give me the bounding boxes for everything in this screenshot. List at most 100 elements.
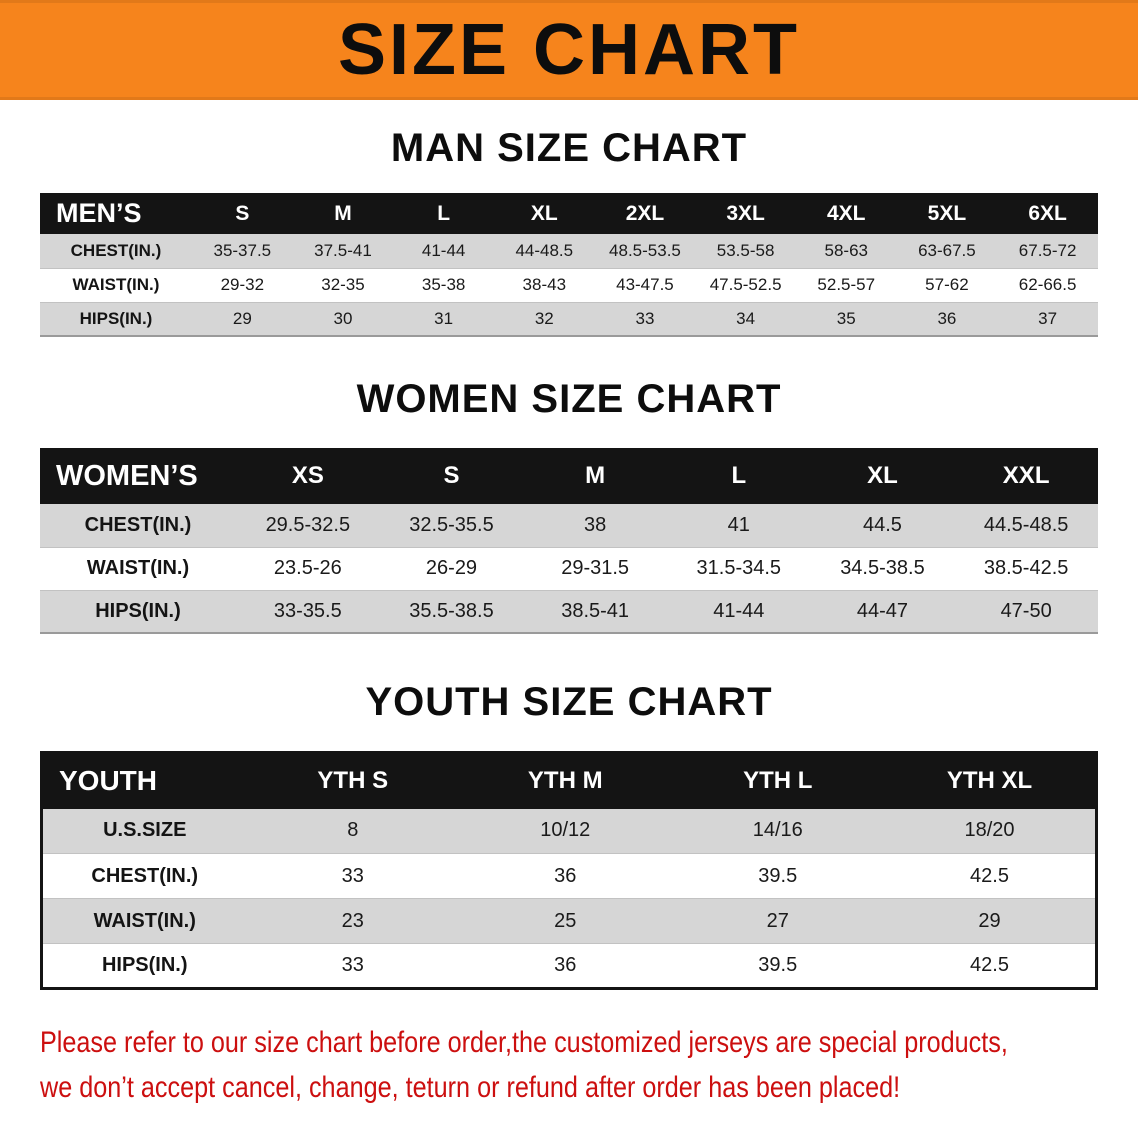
size-column-header: 6XL: [997, 193, 1098, 234]
men-section: MAN SIZE CHART MEN’S S M L XL 2XL 3XL 4XL 5XL 6XL…: [0, 126, 1138, 337]
table-row: HIPS(IN.) 29 30 31 32 33 34 35 36 37: [40, 302, 1098, 336]
size-column-header: XS: [236, 448, 380, 504]
cell-value: 38.5-41: [561, 599, 630, 622]
cell-value: 10/12: [540, 819, 591, 842]
row-label: HIPS(IN.): [79, 308, 153, 328]
size-column-header: YTH L: [671, 752, 884, 809]
cell-value: 38-43: [522, 275, 567, 294]
cell-value: 27: [766, 909, 789, 932]
cell-value: 33-35.5: [273, 599, 342, 622]
cell-value: 52.5-57: [817, 275, 876, 294]
cell-value: 47-50: [1000, 599, 1052, 622]
cell-value: 44-48.5: [515, 240, 574, 260]
cell-value: 35: [836, 308, 856, 328]
cell-value: 41: [727, 513, 750, 536]
cell-value: 43-47.5: [616, 275, 674, 294]
women-section-heading: WOMEN SIZE CHART: [356, 377, 782, 421]
cell-value: 31.5-34.5: [696, 557, 782, 579]
size-column-header: M: [523, 448, 667, 504]
size-column-header: 2XL: [594, 193, 696, 234]
cell-value: 58-63: [824, 240, 868, 260]
cell-value: 39.5: [758, 864, 798, 887]
cell-value: 34: [736, 308, 756, 328]
table-row: U.S.SIZE 8 10/12 14/16 18/20: [41, 808, 1097, 854]
cell-value: 29: [978, 909, 1001, 932]
cell-value: 32-35: [321, 275, 365, 294]
cell-value: 23: [341, 909, 364, 932]
cell-value: 35-37.5: [213, 240, 272, 260]
youth-size-table: YOUTH YTH S YTH M YTH L YTH XL U.S.SIZE 8 10/12…: [40, 751, 1098, 990]
notice-line-1: Please refer to our size chart before or…: [40, 1026, 1008, 1059]
size-column-header: 5XL: [896, 193, 998, 234]
cell-value: 35-38: [421, 275, 466, 294]
page-title: SIZE CHART: [338, 10, 800, 90]
cell-value: 41-44: [421, 240, 466, 260]
cell-value: 14/16: [752, 819, 803, 842]
size-column-header: 3XL: [695, 193, 796, 234]
cell-value: 42.5: [970, 864, 1009, 887]
women-section: WOMEN SIZE CHART WOMEN’S XS S M L XL XXL CHEST(…: [0, 377, 1138, 634]
table-header-row: MEN’S S M L XL 2XL 3XL 4XL 5XL 6XL: [40, 193, 1098, 234]
cell-value: 47.5-52.5: [709, 275, 782, 294]
cell-value: 57-62: [925, 275, 969, 294]
cell-value: 36: [554, 864, 577, 887]
cell-value: 44.5: [862, 513, 902, 536]
cell-value: 36: [937, 308, 957, 328]
cell-value: 41-44: [713, 599, 765, 622]
footer-notice: Please refer to our size chart before or…: [40, 1020, 1138, 1110]
men-size-table: MEN’S S M L XL 2XL 3XL 4XL 5XL 6XL CHEST(IN.) 35-37…: [40, 193, 1098, 337]
table-corner-label: YOUTH: [41, 752, 247, 809]
cell-value: 8: [347, 819, 359, 842]
cell-value: 25: [554, 909, 577, 932]
row-label: CHEST(IN.): [91, 864, 199, 887]
banner: SIZE CHART: [0, 0, 1138, 100]
row-label: CHEST(IN.): [84, 513, 192, 536]
cell-value: 23.5-26: [273, 557, 342, 579]
men-section-heading: MAN SIZE CHART: [390, 126, 748, 170]
table-row: CHEST(IN.) 35-37.5 37.5-41 41-44 44-48.5 48.5…: [40, 234, 1098, 268]
row-label: WAIST(IN.): [86, 557, 190, 579]
table-row: WAIST(IN.) 23.5-26 26-29 29-31.5 31.5-34.5 34…: [40, 547, 1098, 590]
size-column-header: M: [292, 193, 394, 234]
table-row: HIPS(IN.) 33 36 39.5 42.5: [41, 943, 1097, 989]
cell-value: 63-67.5: [918, 240, 976, 260]
size-column-header: L: [666, 448, 811, 504]
row-label: CHEST(IN.): [70, 240, 162, 260]
table-row: HIPS(IN.) 33-35.5 35.5-38.5 38.5-41 41-44 44-…: [40, 590, 1098, 633]
size-column-header: XL: [810, 448, 955, 504]
size-column-header: XL: [493, 193, 595, 234]
youth-section: YOUTH SIZE CHART YOUTH YTH S YTH M YTH L YTH…: [0, 680, 1138, 990]
size-column-header: S: [192, 193, 293, 234]
size-column-header: L: [393, 193, 494, 234]
cell-value: 33: [341, 954, 364, 976]
size-column-header: YTH XL: [884, 752, 1097, 809]
row-label: WAIST(IN.): [93, 909, 196, 932]
table-corner-label: WOMEN’S: [40, 448, 236, 504]
row-label: U.S.SIZE: [103, 819, 187, 842]
cell-value: 39.5: [758, 954, 798, 976]
women-size-table: WOMEN’S XS S M L XL XXL CHEST(IN.) 29.5-32.5 32.5…: [40, 448, 1098, 634]
size-column-header: S: [379, 448, 524, 504]
cell-value: 44-47: [856, 599, 909, 622]
cell-value: 29.5-32.5: [265, 513, 351, 536]
row-label: WAIST(IN.): [72, 275, 160, 294]
cell-value: 29-31.5: [561, 557, 630, 579]
size-column-header: YTH M: [459, 752, 672, 809]
cell-value: 29: [232, 308, 252, 328]
youth-section-heading: YOUTH SIZE CHART: [365, 680, 773, 724]
table-row: CHEST(IN.) 29.5-32.5 32.5-35.5 38 41 44.5 44.5…: [40, 504, 1098, 547]
cell-value: 29-32: [220, 275, 265, 294]
cell-value: 18/20: [964, 819, 1015, 842]
cell-value: 34.5-38.5: [840, 557, 925, 579]
size-column-header: 4XL: [795, 193, 897, 234]
cell-value: 67.5-72: [1018, 240, 1077, 260]
cell-value: 33: [635, 308, 655, 328]
table-row: WAIST(IN.) 23 25 27 29: [41, 898, 1097, 944]
notice-line-2: we don’t accept cancel, change, teturn o…: [40, 1071, 901, 1104]
table-row: WAIST(IN.) 29-32 32-35 35-38 38-43 43-47.5 47.…: [40, 268, 1098, 302]
cell-value: 53.5-58: [716, 240, 775, 260]
table-header-row: WOMEN’S XS S M L XL XXL: [40, 448, 1098, 504]
cell-value: 37: [1038, 308, 1058, 328]
cell-value: 35.5-38.5: [409, 599, 494, 622]
cell-value: 42.5: [970, 954, 1009, 976]
